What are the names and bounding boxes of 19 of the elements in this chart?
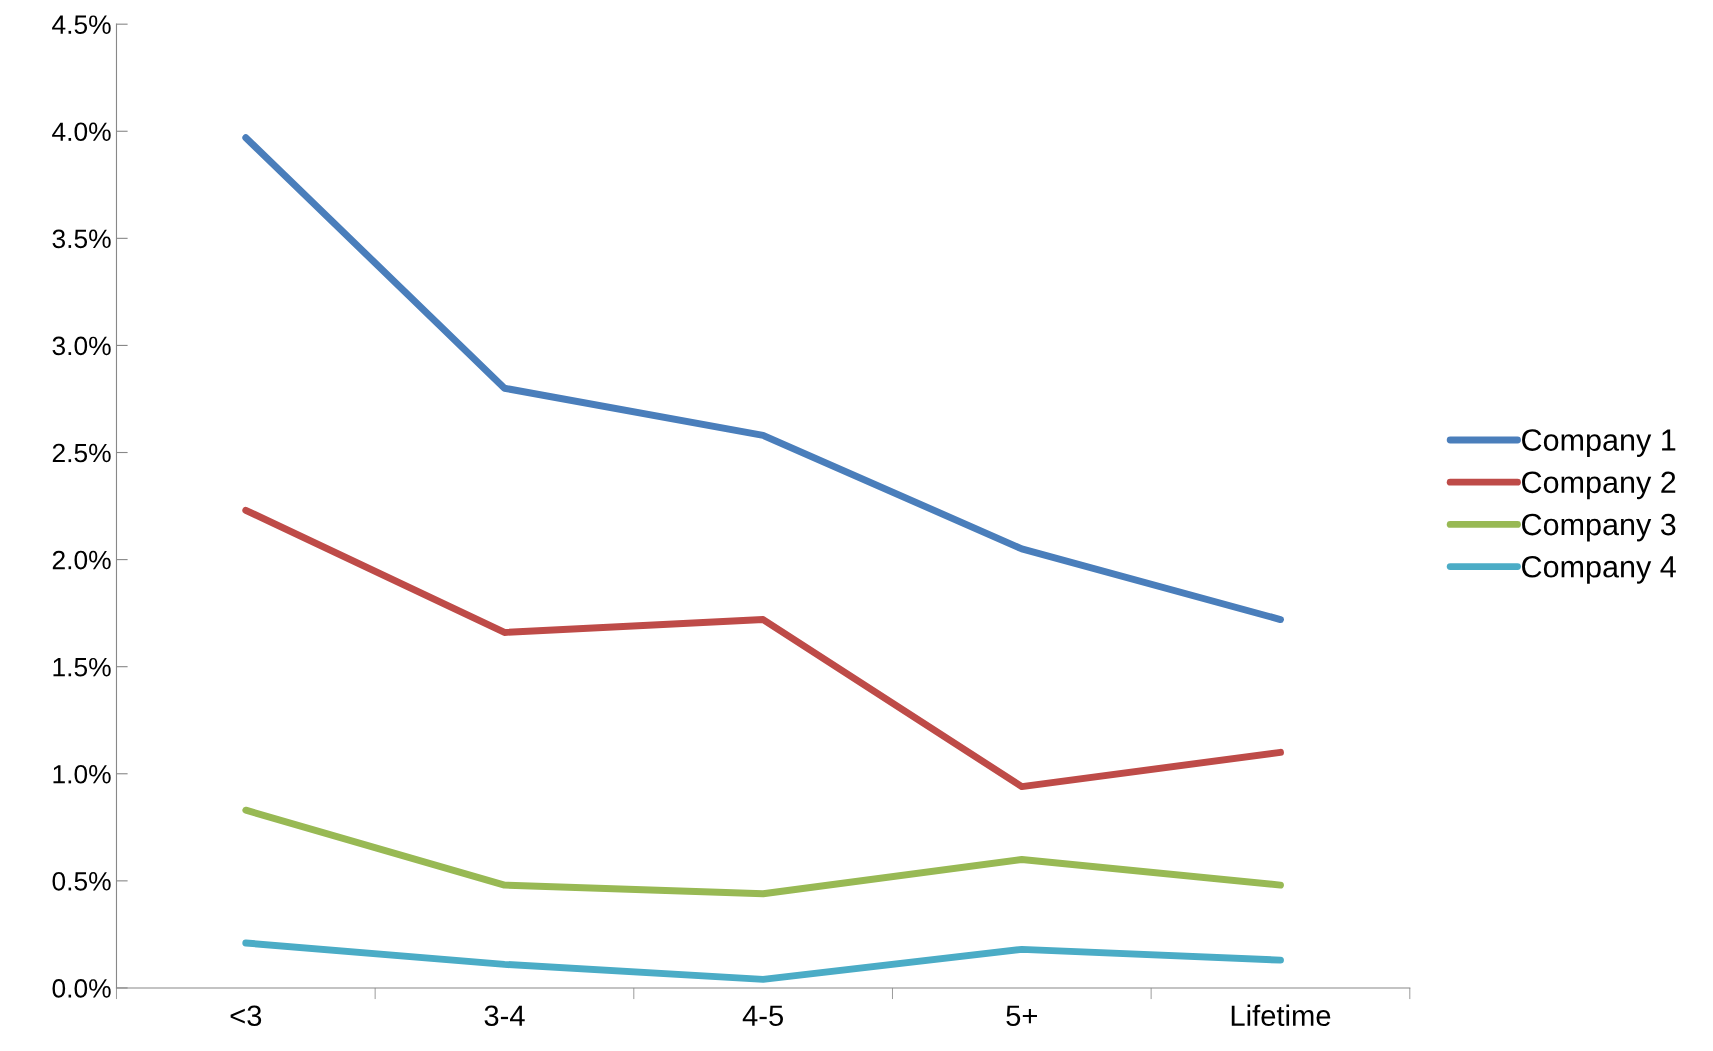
y-tick-label: 3.5%	[52, 229, 111, 249]
x-tick-label: 5+	[1006, 1005, 1037, 1027]
x-tick-label: Lifetime	[1231, 1004, 1331, 1027]
y-tick-label: 4.5%	[52, 15, 111, 34]
y-tick-label: 0.0%	[52, 979, 111, 998]
y-tick-label: 1.0%	[53, 764, 111, 784]
y-tick-label: 2.5%	[52, 443, 111, 463]
x-tick-label: 3-4	[484, 1005, 525, 1027]
legend-label: Company 1	[1522, 429, 1676, 457]
y-tick-label: 1.5%	[53, 657, 111, 677]
y-tick-label: 4.0%	[52, 122, 111, 142]
x-tick-label: <3	[230, 1005, 262, 1027]
legend-label: Company 3	[1522, 513, 1676, 542]
legend-label: Company 2	[1522, 471, 1676, 500]
y-tick-label: 0.5%	[52, 871, 111, 891]
legend-label: Company 4	[1522, 555, 1676, 584]
y-tick-label: 2.0%	[52, 550, 111, 570]
x-tick-label: 4-5	[742, 1005, 783, 1027]
y-tick-label: 3.0%	[52, 336, 111, 356]
